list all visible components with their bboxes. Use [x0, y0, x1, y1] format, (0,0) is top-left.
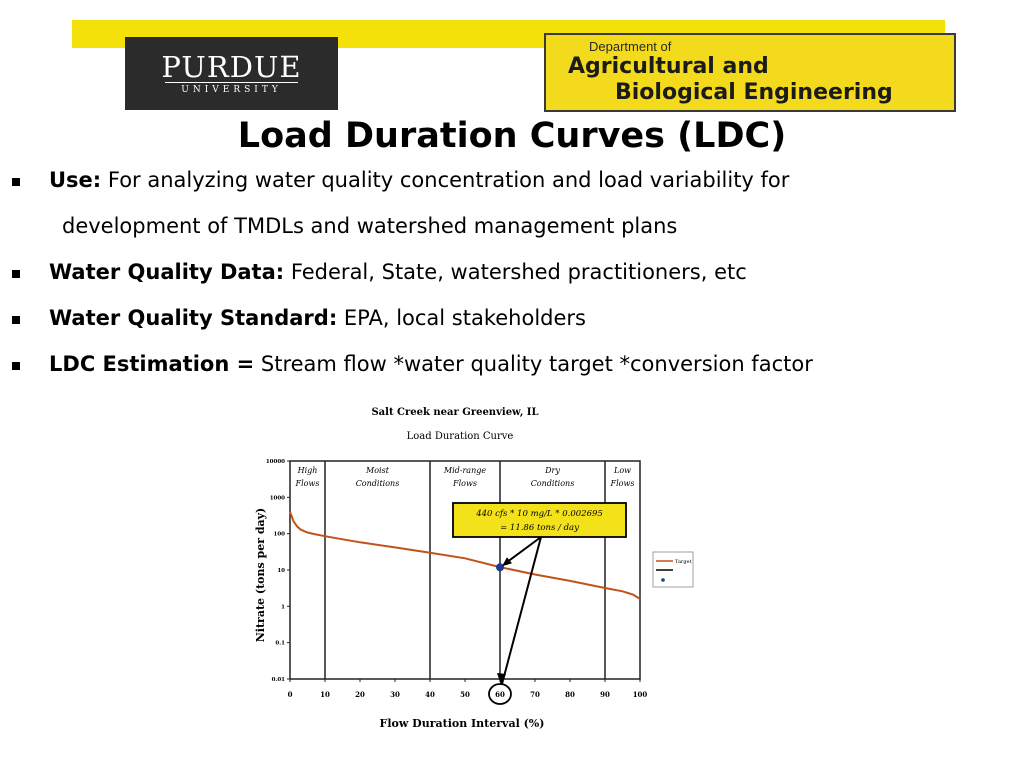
annotation-arrow-to-point — [503, 536, 542, 566]
annotation-box — [452, 502, 627, 538]
bullet-lead: LDC Estimation = — [49, 352, 255, 376]
purdue-logo-sub: UNIVERSITY — [181, 85, 282, 95]
arrowhead-axis — [497, 673, 506, 685]
chart-subtitle: Load Duration Curve — [407, 431, 514, 442]
y-tick-label: 0.01 — [272, 677, 286, 683]
bullet-marker — [12, 362, 20, 370]
abe-logo-dept: Department of — [589, 39, 672, 54]
bullet-marker — [12, 316, 20, 324]
zone-label-line1: Mid-range — [443, 466, 486, 475]
bullet-lead: Water Quality Standard: — [49, 306, 338, 330]
x-tick-label: 40 — [425, 690, 435, 699]
chart-title: Salt Creek near Greenview, IL — [371, 407, 538, 418]
x-tick-label: 0 — [288, 690, 293, 699]
y-tick-label: 1 — [281, 604, 285, 610]
x-tick-label: 60 — [495, 690, 505, 699]
bullet-text: Stream flow *water quality target *conve… — [254, 352, 813, 376]
highlight-point — [496, 563, 504, 572]
annotation-arrow-to-axis — [501, 536, 542, 685]
series-line-target — [289, 511, 641, 600]
zone-label-line2: Conditions — [531, 479, 575, 488]
x-tick-label: 100 — [633, 690, 648, 699]
x-tick-label: 50 — [460, 690, 470, 699]
zone-label-line2: Flows — [610, 479, 635, 488]
x-tick-label: 80 — [565, 690, 575, 699]
x-tick-label: 20 — [355, 690, 365, 699]
purdue-logo-rule — [165, 82, 298, 83]
y-tick-label: 1000 — [270, 495, 285, 501]
x-tick-label: 70 — [530, 690, 540, 699]
purdue-logo-name: PURDUE — [161, 50, 302, 84]
y-tick-label: 10 — [277, 568, 285, 574]
zone-label-line1: Dry — [544, 466, 560, 475]
plot-frame — [289, 460, 641, 680]
bullet-body: LDC Estimation = Stream flow *water qual… — [49, 352, 813, 376]
abe-department-logo: Department of Agricultural and Biologica… — [544, 33, 956, 112]
y-tick-label: 0.1 — [275, 641, 285, 647]
zone-label-line1: High — [297, 466, 318, 475]
zone-label-line2: Flows — [295, 479, 320, 488]
x-tick-label: 10 — [320, 690, 330, 699]
bullet-text: EPA, local stakeholders — [337, 306, 586, 330]
zone-label-line1: Moist — [365, 466, 390, 475]
bullet-text: For analyzing water quality concentratio… — [101, 168, 790, 192]
zone-label-line1: Low — [613, 466, 631, 475]
annotation-line1: 440 cfs * 10 mg/L * 0.002695 — [475, 509, 603, 519]
zone-label-line2: Conditions — [356, 479, 400, 488]
bullet-text: Federal, State, watershed practitioners,… — [284, 260, 747, 284]
annotation-line2: = 11.86 tons / day — [500, 523, 579, 533]
zone-label-line2: Flows — [452, 479, 477, 488]
bullet-marker — [12, 270, 20, 278]
bullet-body: Water Quality Standard: EPA, local stake… — [49, 306, 586, 330]
bullet-body: Use: For analyzing water quality concent… — [49, 168, 789, 192]
arrowhead-point — [502, 557, 512, 567]
bullet-use-continuation: development of TMDLs and watershed manag… — [62, 214, 678, 238]
y-tick-label: 10000 — [266, 459, 285, 465]
bullet-body: Water Quality Data: Federal, State, wate… — [49, 260, 747, 284]
purdue-logo: PURDUE UNIVERSITY — [125, 37, 338, 110]
x-tick-label: 90 — [600, 690, 610, 699]
bullet-marker — [12, 178, 20, 186]
y-axis-label: Nitrate (tons per day) — [254, 508, 267, 643]
x-tick-label: 30 — [390, 690, 400, 699]
slide-title: Load Duration Curves (LDC) — [237, 116, 787, 156]
bullet-lead: Water Quality Data: — [49, 260, 285, 284]
abe-logo-line1: Agricultural and — [568, 54, 769, 79]
legend-swatch-point — [661, 578, 665, 582]
x60-circle-marker — [488, 683, 512, 705]
y-tick-label: 100 — [274, 532, 286, 538]
abe-logo-line2: Biological Engineering — [615, 80, 893, 105]
bullet-lead: Use: — [49, 168, 102, 192]
x-axis-label: Flow Duration Interval (%) — [380, 717, 545, 730]
legend-label-target: Target — [675, 559, 692, 565]
